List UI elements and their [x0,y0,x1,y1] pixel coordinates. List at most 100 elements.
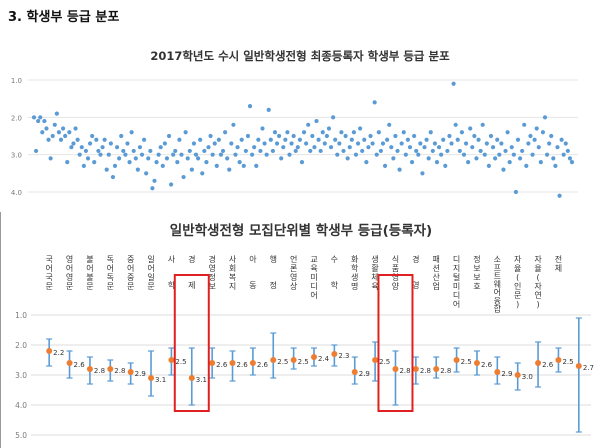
scatter-point [530,152,535,157]
scatter-point [314,118,319,124]
scatter-point [73,126,78,131]
scatter-point [372,100,377,105]
mean-value-label: 3.0 [522,373,533,381]
mean-point [575,363,582,369]
scatter-point [542,115,548,120]
scatter-point [540,130,546,135]
scatter-chart: 2017학년도 수시 일반학생전형 최종등록자 학생부 등급 분포 1.0 2.0… [11,49,578,198]
scatter-point [520,148,525,154]
scatter-point [152,178,157,183]
scatter-chart-panel: 2017학년도 수시 일반학생전형 최종등록자 학생부 등급 분포 1.0 2.0… [0,32,599,212]
scatter-point [185,156,190,161]
scatter-point [123,152,128,157]
scatter-point [320,130,325,135]
scatter-point [565,148,570,154]
scatter-point [549,133,554,139]
mean-value-label: 2.5 [379,358,390,366]
scatter-point [567,156,573,161]
mean-point [270,357,277,363]
scatter-y-tick-label: 4.0 [11,189,22,197]
scatter-point [214,163,219,168]
mean-point [453,357,460,363]
scatter-point [289,141,294,146]
scatter-point [495,137,500,142]
scatter-point [397,167,402,172]
scatter-chart-title: 2017학년도 수시 일반학생전형 최종등록자 학생부 등급 분포 [150,49,450,63]
scatter-point [382,163,388,168]
mean-point [290,357,297,363]
scatter-point [198,137,203,142]
mean-value-label: 2.8 [440,367,451,375]
scatter-point [405,137,410,142]
highlight-box [173,274,210,412]
scatter-point [374,152,379,157]
scatter-point [235,145,240,150]
scatter-point [58,137,64,142]
scatter-point [285,130,290,135]
scatter-point [378,148,383,154]
scatter-point [79,145,84,150]
scatter-point [551,156,556,161]
scatter-point [414,148,419,154]
scatter-point [447,133,452,139]
scatter-point [227,167,232,172]
scatter-point [279,156,284,161]
scatter-point [399,141,404,146]
scatter-point [83,148,89,154]
scatter-point [318,148,323,154]
scatter-point [38,115,43,120]
scatter-point [434,160,440,165]
mean-value-label: 2.4 [318,355,330,363]
scatter-point [486,163,492,168]
scatter-point [154,160,159,165]
scatter-point [455,137,460,142]
mean-value-label: 2.7 [583,364,594,372]
scatter-point [513,189,519,195]
scatter-point [395,148,400,154]
mean-point [188,375,195,381]
scatter-point [347,145,352,150]
scatter-point [85,156,91,161]
scatter-point [503,148,508,154]
mean-point [473,360,480,366]
scatter-point [277,133,282,139]
scatter-point [333,137,338,142]
scatter-point [189,167,194,172]
scatter-point [148,148,153,154]
scatter-point [94,137,99,142]
scatter-point [538,160,543,165]
scatter-point [90,133,95,139]
scatter-point [270,148,275,154]
scatter-point [416,152,421,157]
scatter-point [179,152,184,157]
category-label: 자 율(인 문) [514,255,522,309]
scatter-point [463,141,469,146]
scatter-point [293,148,298,154]
scatter-point [216,137,221,142]
scatter-point [432,141,438,146]
scatter-point [488,133,494,139]
mean-value-label: 2.5 [461,358,472,366]
scatter-point [146,156,151,161]
scatter-point [370,141,375,146]
scatter-point [401,130,406,135]
scatter-point [254,163,259,168]
scatter-point [470,145,475,150]
mean-point [209,360,216,366]
mean-point [86,366,93,372]
scatter-point [482,152,487,157]
scatter-point [341,148,346,154]
scatter-y-tick-label: 2.0 [11,114,22,122]
scatter-point [312,145,317,150]
errorbar-y-tick-label: 1.0 [15,311,27,320]
mean-point [412,366,419,372]
scatter-point [559,137,564,142]
scatter-point [40,130,45,135]
errorbar-chart-panel: 일반학생전형 모집단위별 학생부 등급(등록자) 1.0 2.0 3.0 4.0 5.0… [0,212,599,448]
scatter-point [42,118,47,124]
mean-value-label: 2.6 [257,361,269,369]
mean-point [311,354,317,360]
